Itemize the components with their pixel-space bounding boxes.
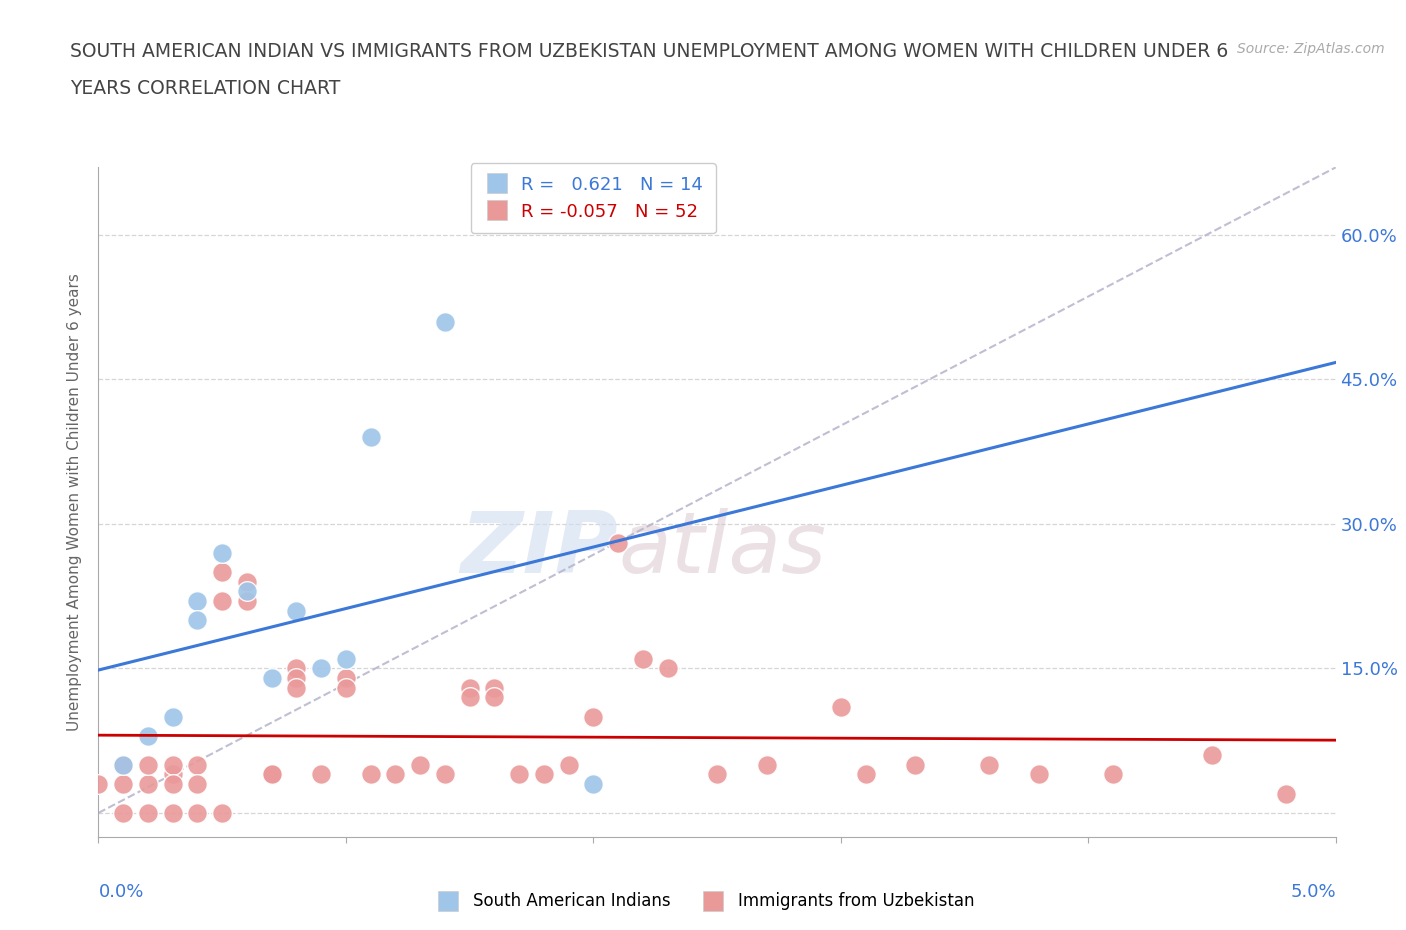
Point bbox=[136, 757, 159, 772]
Point bbox=[186, 613, 208, 628]
Point bbox=[162, 777, 184, 791]
Point bbox=[285, 604, 308, 618]
Point bbox=[384, 767, 406, 782]
Point bbox=[186, 805, 208, 820]
Point bbox=[335, 671, 357, 685]
Point bbox=[484, 690, 506, 705]
Text: Source: ZipAtlas.com: Source: ZipAtlas.com bbox=[1237, 42, 1385, 56]
Point bbox=[458, 690, 481, 705]
Text: SOUTH AMERICAN INDIAN VS IMMIGRANTS FROM UZBEKISTAN UNEMPLOYMENT AMONG WOMEN WIT: SOUTH AMERICAN INDIAN VS IMMIGRANTS FROM… bbox=[70, 42, 1229, 60]
Legend: South American Indians, Immigrants from Uzbekistan: South American Indians, Immigrants from … bbox=[425, 885, 981, 917]
Point bbox=[162, 805, 184, 820]
Point bbox=[607, 536, 630, 551]
Point bbox=[979, 757, 1001, 772]
Point bbox=[285, 680, 308, 695]
Point bbox=[582, 777, 605, 791]
Point bbox=[557, 757, 579, 772]
Point bbox=[112, 805, 135, 820]
Point bbox=[236, 574, 259, 589]
Point bbox=[335, 680, 357, 695]
Text: atlas: atlas bbox=[619, 508, 827, 591]
Point bbox=[1028, 767, 1050, 782]
Point bbox=[260, 767, 283, 782]
Point bbox=[186, 777, 208, 791]
Point bbox=[211, 593, 233, 608]
Point bbox=[136, 777, 159, 791]
Point bbox=[360, 430, 382, 445]
Point bbox=[433, 767, 456, 782]
Point bbox=[657, 661, 679, 676]
Point bbox=[1275, 786, 1298, 801]
Point bbox=[1102, 767, 1125, 782]
Point bbox=[755, 757, 778, 772]
Point bbox=[211, 805, 233, 820]
Point bbox=[112, 757, 135, 772]
Point bbox=[360, 767, 382, 782]
Point bbox=[631, 651, 654, 666]
Point bbox=[260, 671, 283, 685]
Point bbox=[162, 757, 184, 772]
Point bbox=[309, 767, 332, 782]
Point bbox=[533, 767, 555, 782]
Point bbox=[136, 728, 159, 743]
Point bbox=[508, 767, 530, 782]
Point bbox=[112, 777, 135, 791]
Point bbox=[186, 593, 208, 608]
Point bbox=[484, 680, 506, 695]
Text: ZIP: ZIP bbox=[460, 508, 619, 591]
Text: 0.0%: 0.0% bbox=[98, 883, 143, 900]
Point bbox=[260, 767, 283, 782]
Point bbox=[1201, 748, 1223, 763]
Point bbox=[458, 680, 481, 695]
Point bbox=[87, 777, 110, 791]
Point bbox=[162, 710, 184, 724]
Point bbox=[335, 651, 357, 666]
Point bbox=[236, 593, 259, 608]
Point bbox=[236, 584, 259, 599]
Point bbox=[285, 671, 308, 685]
Point bbox=[309, 661, 332, 676]
Point bbox=[136, 805, 159, 820]
Point bbox=[433, 314, 456, 329]
Point bbox=[706, 767, 728, 782]
Legend: R =   0.621   N = 14, R = -0.057   N = 52: R = 0.621 N = 14, R = -0.057 N = 52 bbox=[471, 163, 716, 233]
Point bbox=[211, 565, 233, 579]
Point bbox=[409, 757, 432, 772]
Text: 5.0%: 5.0% bbox=[1291, 883, 1336, 900]
Point bbox=[830, 699, 852, 714]
Point bbox=[855, 767, 877, 782]
Point bbox=[582, 710, 605, 724]
Point bbox=[904, 757, 927, 772]
Point bbox=[186, 757, 208, 772]
Point bbox=[112, 757, 135, 772]
Point bbox=[211, 545, 233, 560]
Point bbox=[285, 661, 308, 676]
Y-axis label: Unemployment Among Women with Children Under 6 years: Unemployment Among Women with Children U… bbox=[67, 273, 83, 731]
Text: YEARS CORRELATION CHART: YEARS CORRELATION CHART bbox=[70, 79, 340, 98]
Point bbox=[162, 767, 184, 782]
